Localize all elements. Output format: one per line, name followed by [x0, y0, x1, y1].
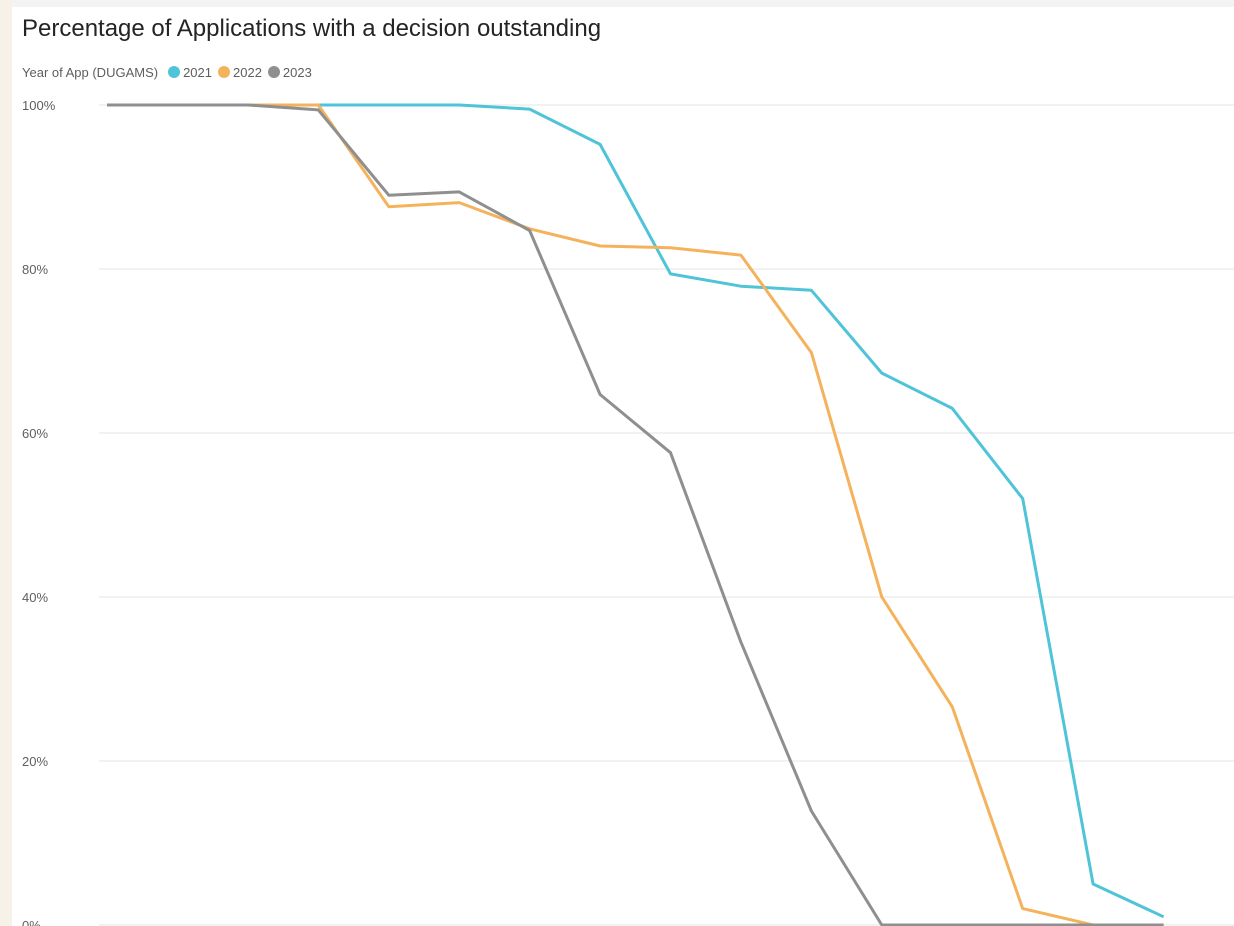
- left-border: [0, 0, 12, 926]
- legend-marker: [218, 66, 230, 78]
- y-tick-label: 40%: [22, 590, 48, 605]
- legend-marker: [168, 66, 181, 78]
- series-line-2023[interactable]: [107, 103, 1164, 926]
- legend-item-2022[interactable]: 2022: [218, 65, 262, 80]
- series-line-2021[interactable]: [107, 103, 1165, 919]
- y-tick-label: 100%: [22, 98, 56, 113]
- legend-item-2021[interactable]: 2021: [168, 65, 212, 80]
- legend-label: 2022: [233, 64, 262, 80]
- legend-marker: [267, 66, 280, 78]
- y-tick-label: 0%: [22, 918, 41, 926]
- y-tick-label: 60%: [22, 426, 48, 441]
- legend-label: 2023: [282, 64, 312, 80]
- legend-label: 2021: [183, 64, 212, 80]
- top-border: [12, 0, 1234, 7]
- chart-card: Percentage of Applications with a decisi…: [12, 7, 1234, 926]
- y-tick-label: 20%: [22, 754, 48, 769]
- legend-title: Year of App (DUGAMS): [22, 64, 159, 80]
- series-line-2022[interactable]: [107, 103, 1164, 926]
- legend: Year of App (DUGAMS) 2021 2022 2023: [22, 63, 318, 81]
- y-tick-label: 80%: [22, 262, 48, 277]
- chart-title: Percentage of Applications with a decisi…: [22, 15, 602, 42]
- legend-item-2023[interactable]: 2023: [267, 64, 312, 80]
- plot-area: 0% 20% 40% 60% 80% 100%: [22, 98, 1234, 926]
